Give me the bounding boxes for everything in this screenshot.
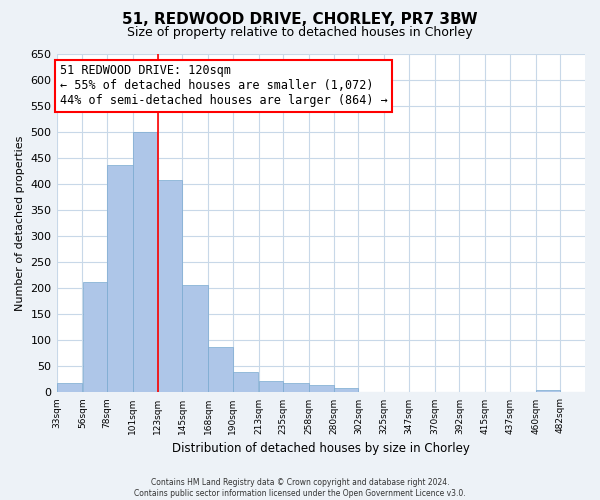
Bar bbox=[107, 165, 133, 392]
Text: Size of property relative to detached houses in Chorley: Size of property relative to detached ho… bbox=[127, 26, 473, 39]
Bar bbox=[182, 284, 208, 393]
Bar bbox=[233, 372, 259, 392]
Bar bbox=[83, 282, 107, 393]
Text: Contains HM Land Registry data © Crown copyright and database right 2024.
Contai: Contains HM Land Registry data © Crown c… bbox=[134, 478, 466, 498]
Text: 51 REDWOOD DRIVE: 120sqm
← 55% of detached houses are smaller (1,072)
44% of sem: 51 REDWOOD DRIVE: 120sqm ← 55% of detach… bbox=[60, 64, 388, 108]
Bar bbox=[259, 381, 283, 392]
Bar bbox=[57, 383, 82, 392]
Bar bbox=[158, 180, 182, 392]
X-axis label: Distribution of detached houses by size in Chorley: Distribution of detached houses by size … bbox=[172, 442, 470, 455]
Bar bbox=[309, 385, 334, 392]
Bar bbox=[536, 390, 560, 392]
Bar bbox=[283, 382, 309, 392]
Y-axis label: Number of detached properties: Number of detached properties bbox=[15, 136, 25, 311]
Bar bbox=[208, 347, 233, 393]
Text: 51, REDWOOD DRIVE, CHORLEY, PR7 3BW: 51, REDWOOD DRIVE, CHORLEY, PR7 3BW bbox=[122, 12, 478, 28]
Bar bbox=[133, 132, 157, 392]
Bar bbox=[334, 388, 358, 392]
